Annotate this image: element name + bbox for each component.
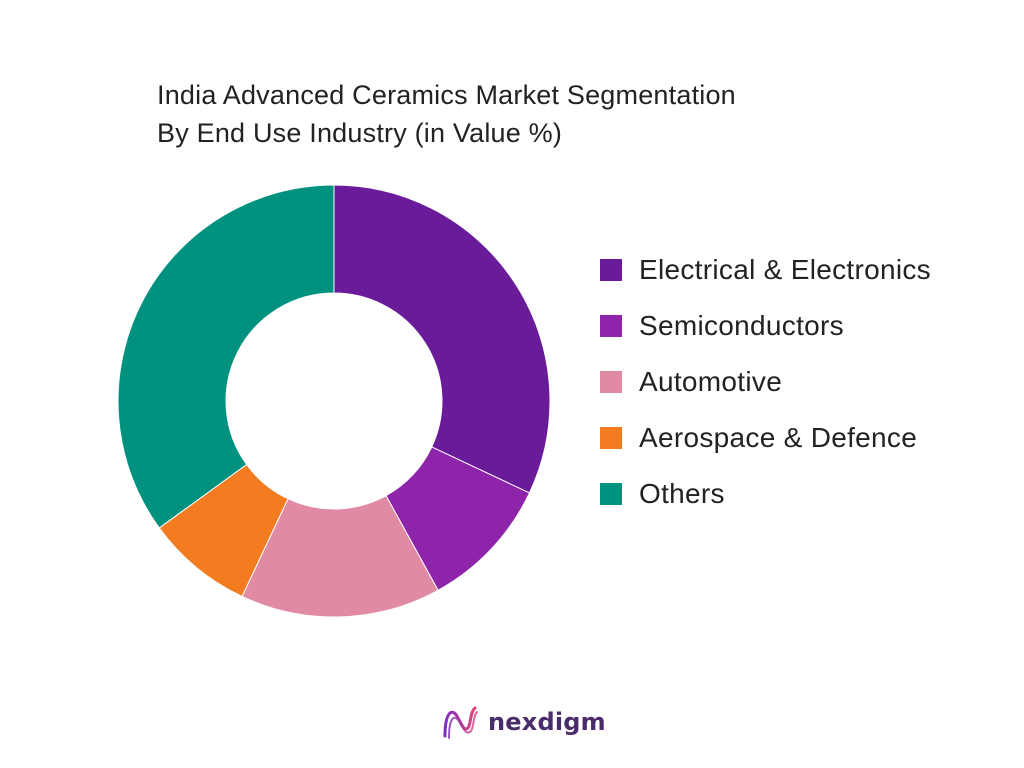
legend-swatch — [600, 259, 622, 281]
legend-item: Others — [600, 474, 725, 514]
chart-title: India Advanced Ceramics Market Segmentat… — [157, 80, 736, 110]
legend-label: Others — [639, 478, 725, 509]
donut-slice-others — [117, 184, 335, 529]
brand-footer: nexdigm — [440, 700, 606, 744]
legend-label: Aerospace & Defence — [639, 422, 918, 453]
legend-item: Automotive — [600, 362, 782, 402]
donut-slices — [117, 184, 551, 618]
legend-label: Automotive — [639, 366, 783, 397]
legend-swatch — [600, 427, 622, 449]
brand-name: nexdigm — [488, 708, 606, 736]
donut-slice-automotive — [241, 494, 439, 618]
legend-swatch — [600, 315, 622, 337]
chart-subtitle: By End Use Industry (in Value %) — [157, 118, 563, 148]
legend-label: Semiconductors — [639, 310, 844, 341]
legend-swatch — [600, 371, 622, 393]
legend-item: Semiconductors — [600, 306, 844, 346]
legend-label: Electrical & Electronics — [639, 254, 931, 285]
nexdigm-wave-logo-icon — [443, 706, 478, 739]
legend-item: Aerospace & Defence — [600, 418, 917, 458]
donut-slice-electrical-electronics — [333, 184, 551, 494]
legend-item: Electrical & Electronics — [600, 250, 931, 290]
chart-title-block: India Advanced Ceramics Market Segmentat… — [157, 76, 917, 152]
legend-swatch — [600, 483, 622, 505]
